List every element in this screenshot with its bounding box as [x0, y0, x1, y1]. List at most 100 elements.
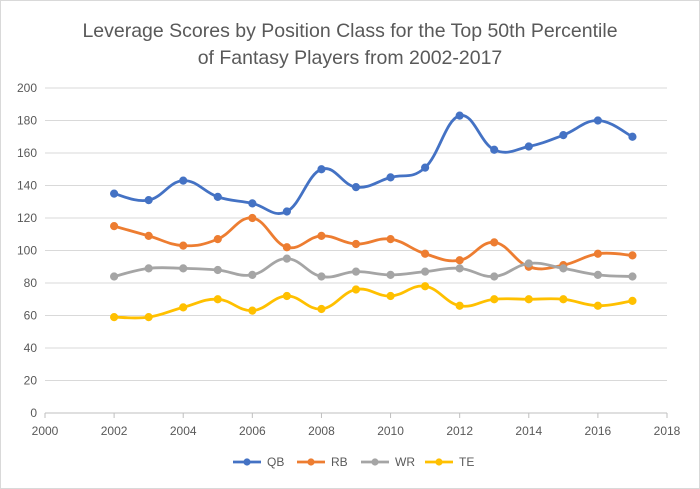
- series-line-wr: [113, 257, 633, 279]
- data-point-wr: [317, 272, 326, 281]
- y-tick-label: 0: [30, 406, 37, 420]
- y-tick-label: 180: [17, 114, 37, 128]
- x-tick-label: 2010: [377, 424, 404, 438]
- data-point-te: [455, 301, 464, 310]
- data-point-wr: [179, 264, 188, 273]
- x-tick-label: 2002: [101, 424, 128, 438]
- data-point-te: [144, 313, 153, 322]
- data-point-qb: [593, 116, 602, 125]
- x-tick-label: 2016: [585, 424, 612, 438]
- series-te: [110, 282, 637, 322]
- series-line-rb: [113, 216, 633, 271]
- data-point-te: [213, 295, 222, 304]
- data-point-rb: [421, 249, 430, 258]
- x-tick-label: 2000: [32, 424, 59, 438]
- series-rb: [110, 213, 637, 271]
- data-point-te: [248, 306, 257, 315]
- x-tick-label: 2018: [654, 424, 681, 438]
- x-tick-label: 2004: [170, 424, 197, 438]
- data-point-qb: [110, 189, 119, 198]
- chart-title-line-2: of Fantasy Players from 2002-2017: [198, 47, 503, 69]
- data-point-te: [282, 291, 291, 301]
- data-point-rb: [490, 238, 499, 247]
- data-point-qb: [421, 163, 430, 172]
- data-point-wr: [524, 259, 533, 268]
- legend-swatch-marker: [371, 458, 379, 466]
- data-point-qb: [559, 131, 568, 140]
- series-line-qb: [113, 114, 634, 215]
- data-point-wr: [144, 264, 153, 273]
- data-point-qb: [524, 142, 533, 151]
- data-point-rb: [282, 243, 291, 252]
- axes: 0 20 40 60 80 100 120 140 160 180 200 2000 2002 2004 2…: [17, 81, 681, 438]
- series-line-te: [114, 284, 633, 320]
- data-point-qb: [386, 173, 395, 182]
- data-point-rb: [213, 235, 222, 244]
- data-point-te: [628, 296, 637, 305]
- series-wr: [110, 254, 637, 281]
- data-point-te: [593, 301, 602, 310]
- y-tick-label: 20: [24, 374, 38, 388]
- legend-swatch-marker: [243, 458, 251, 466]
- data-point-qb: [455, 111, 464, 120]
- series-qb: [110, 111, 637, 216]
- y-tick-label: 200: [17, 81, 37, 95]
- data-point-te: [110, 313, 119, 322]
- data-point-rb: [179, 241, 188, 250]
- legend-label: TE: [459, 455, 474, 469]
- y-tick-label: 140: [17, 179, 37, 193]
- data-point-rb: [455, 256, 464, 265]
- data-point-wr: [628, 272, 637, 281]
- series-group: [110, 111, 637, 322]
- legend-item-qb: QB: [233, 455, 284, 469]
- data-point-rb: [351, 239, 361, 249]
- data-point-wr: [386, 270, 395, 279]
- data-point-rb: [248, 213, 257, 223]
- x-tick-label: 2006: [239, 424, 266, 438]
- gridlines: [45, 87, 667, 414]
- data-point-rb: [110, 222, 119, 231]
- data-point-wr: [248, 270, 257, 279]
- legend-swatch-marker: [307, 458, 315, 466]
- data-point-qb: [317, 165, 326, 174]
- legend-swatch-marker: [435, 458, 443, 466]
- data-point-wr: [490, 272, 499, 281]
- data-point-rb: [593, 249, 602, 258]
- y-tick-label: 80: [24, 276, 38, 290]
- data-point-wr: [282, 254, 291, 263]
- chart-title-line-1: Leverage Scores by Position Class for th…: [82, 20, 617, 42]
- data-point-qb: [351, 183, 361, 192]
- data-point-te: [386, 291, 395, 301]
- x-tick-label: 2014: [515, 424, 542, 438]
- data-point-rb: [386, 235, 395, 244]
- data-point-rb: [144, 231, 153, 240]
- data-point-qb: [490, 145, 499, 154]
- legend-item-te: TE: [425, 455, 474, 469]
- data-point-wr: [110, 272, 119, 281]
- legend: QB RB WR TE: [233, 455, 474, 469]
- data-point-wr: [593, 270, 602, 279]
- data-point-wr: [351, 267, 361, 276]
- data-point-te: [317, 304, 326, 314]
- data-point-qb: [179, 176, 188, 185]
- data-point-te: [490, 295, 499, 304]
- data-point-wr: [213, 265, 222, 275]
- legend-label: QB: [267, 455, 284, 469]
- data-point-wr: [455, 264, 464, 273]
- data-point-qb: [213, 192, 222, 201]
- legend-label: WR: [395, 455, 415, 469]
- legend-item-rb: RB: [297, 455, 348, 469]
- data-point-te: [351, 285, 361, 294]
- data-point-wr: [421, 267, 430, 276]
- data-point-te: [179, 303, 188, 312]
- y-tick-label: 160: [17, 146, 37, 160]
- x-tick-label: 2012: [446, 424, 473, 438]
- y-tick-label: 100: [17, 244, 37, 258]
- data-point-qb: [628, 132, 637, 141]
- data-point-qb: [144, 196, 153, 205]
- data-point-wr: [559, 264, 568, 273]
- data-point-qb: [282, 207, 291, 216]
- data-point-qb: [248, 199, 257, 208]
